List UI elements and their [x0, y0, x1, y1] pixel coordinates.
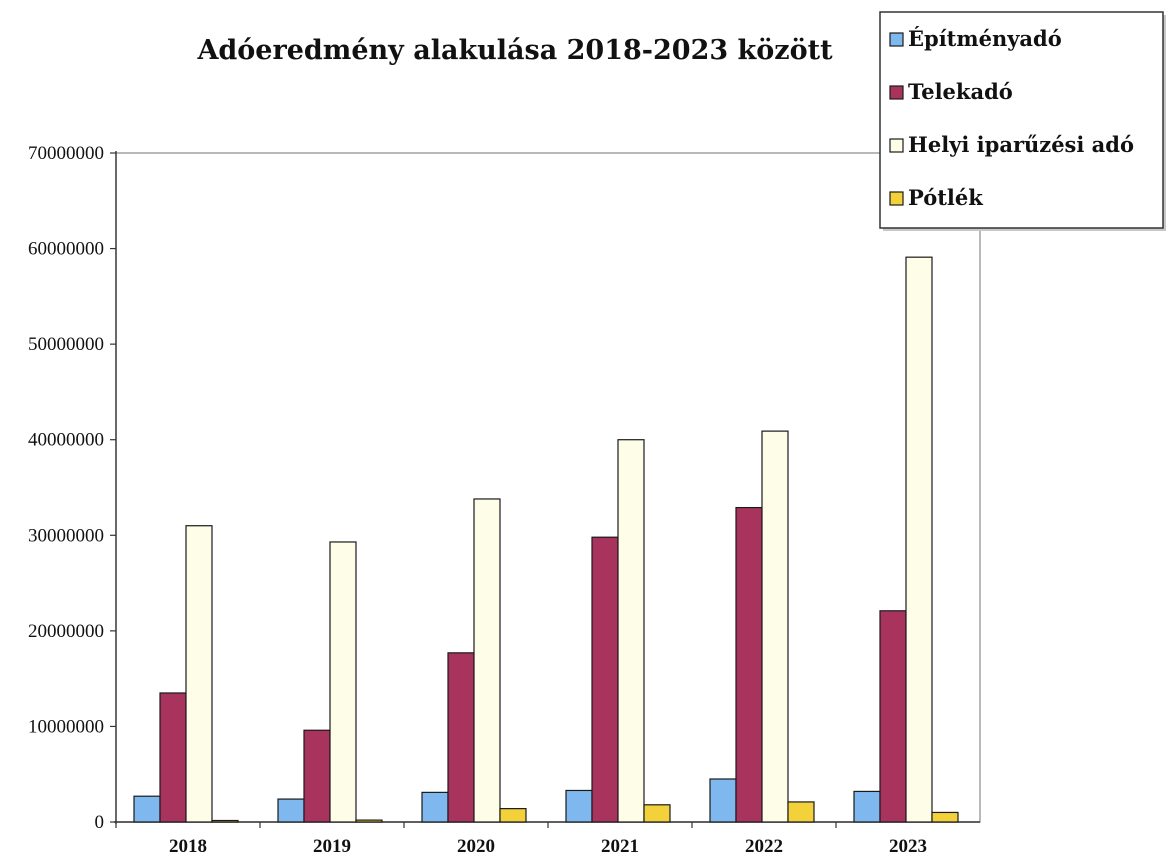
- legend-label: Építményadó: [908, 26, 1062, 51]
- bar: [643, 804, 671, 823]
- bar: [355, 819, 383, 823]
- bar: [617, 439, 645, 823]
- bar: [133, 795, 161, 823]
- y-tick-label: 50000000: [28, 334, 104, 355]
- bar: [473, 498, 501, 823]
- legend-swatch: [889, 32, 904, 47]
- legend-swatch: [889, 138, 904, 153]
- bar: [421, 791, 449, 823]
- y-tick-label: 10000000: [28, 716, 104, 737]
- plot-frame: [115, 152, 981, 823]
- y-tick-label: 20000000: [28, 621, 104, 642]
- legend: Építményadó Telekadó Helyi iparűzési adó Pó…: [879, 11, 1166, 231]
- x-tick-label: 2020: [457, 836, 495, 857]
- x-tick-label: 2022: [745, 836, 783, 857]
- bar: [905, 256, 933, 823]
- bar: [303, 729, 331, 823]
- bar: [735, 506, 763, 823]
- bar: [591, 536, 619, 823]
- bar: [761, 430, 789, 823]
- legend-label: Pótlék: [908, 185, 983, 210]
- bar-group: [853, 256, 959, 823]
- x-tick-label: 2019: [313, 836, 351, 857]
- bar: [329, 541, 357, 823]
- bar-group: [709, 430, 815, 823]
- bar: [853, 790, 881, 823]
- bar: [709, 778, 737, 823]
- legend-label: Helyi iparűzési adó: [908, 132, 1134, 157]
- y-tick-label: 70000000: [28, 143, 104, 164]
- bar: [447, 652, 475, 823]
- bar-group: [421, 498, 527, 823]
- legend-swatch: [889, 191, 904, 206]
- bar: [931, 811, 959, 823]
- bar: [787, 801, 815, 823]
- y-tick-label: 0: [95, 812, 105, 833]
- bar: [159, 692, 187, 823]
- x-tick-label: 2021: [601, 836, 639, 857]
- legend-swatch: [889, 85, 904, 100]
- x-tick-label: 2023: [889, 836, 927, 857]
- bar: [211, 819, 239, 823]
- x-tick-label: 2018: [169, 836, 207, 857]
- bar-group: [277, 541, 383, 823]
- y-tick-label: 60000000: [28, 239, 104, 260]
- bar: [277, 798, 305, 823]
- plot-area: 0 10000000 20000000 30000000 40000000 5000000…: [28, 143, 981, 857]
- y-tick-label: 30000000: [28, 525, 104, 546]
- bar-group: [133, 525, 239, 823]
- y-tick-label: 40000000: [28, 430, 104, 451]
- bar: [879, 610, 907, 823]
- legend-box: [879, 11, 1164, 229]
- legend-label: Telekadó: [908, 79, 1013, 104]
- bar: [499, 808, 527, 823]
- chart-title: Adóeredmény alakulása 2018-2023 között: [196, 35, 833, 66]
- bar: [185, 525, 213, 823]
- bar-group: [565, 439, 671, 823]
- bar: [565, 789, 593, 823]
